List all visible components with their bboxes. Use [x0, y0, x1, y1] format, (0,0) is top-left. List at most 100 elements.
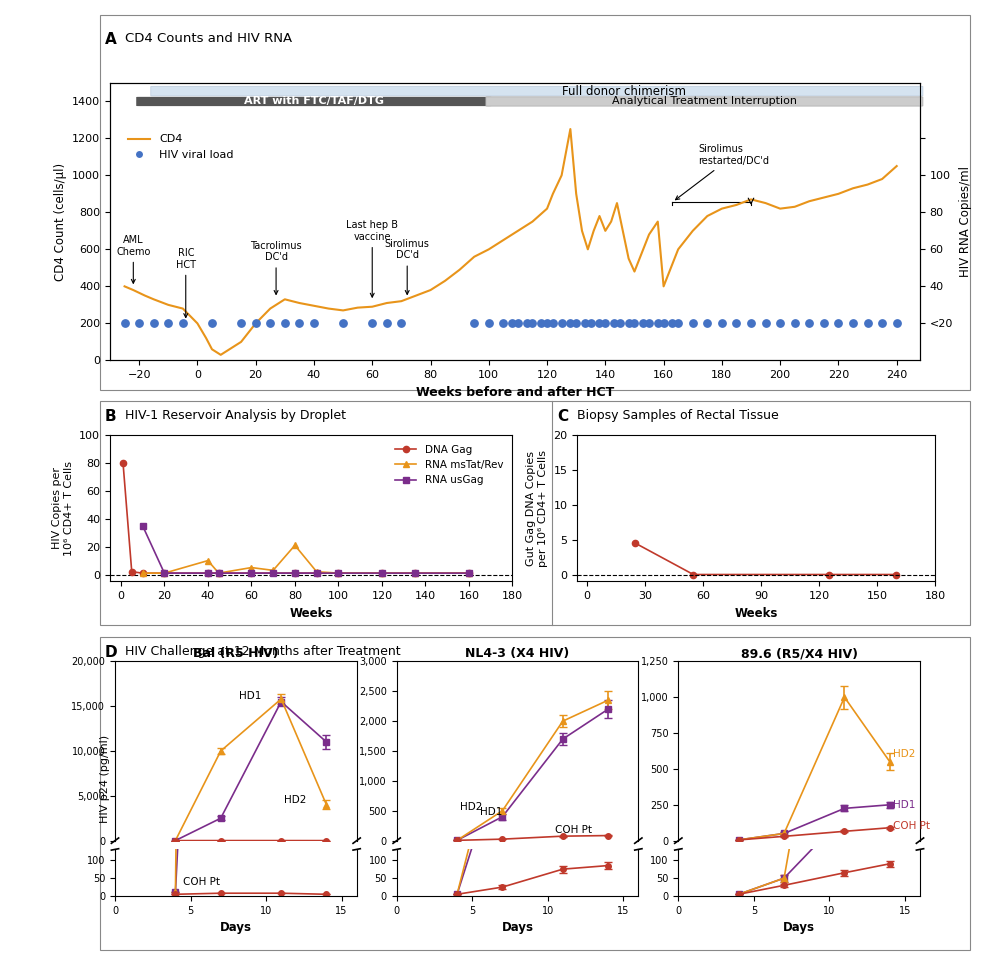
Point: [262, 316, 278, 331]
FancyBboxPatch shape: [136, 96, 492, 106]
Point: [635, 316, 651, 331]
Text: HD2: HD2: [460, 802, 482, 811]
Point: [204, 316, 220, 331]
Text: AML
Chemo: AML Chemo: [116, 235, 150, 283]
Text: Tacrolimus
DC'd: Tacrolimus DC'd: [250, 241, 302, 294]
Text: COH Pt: COH Pt: [555, 826, 592, 836]
Y-axis label: CD4 Count (cells/µl): CD4 Count (cells/µl): [54, 163, 67, 281]
Point: [597, 316, 613, 331]
Point: [787, 316, 803, 331]
Text: Full donor chimerism: Full donor chimerism: [562, 85, 686, 97]
Point: [504, 316, 520, 331]
Point: [685, 316, 701, 331]
Point: [714, 316, 730, 331]
Text: HD1: HD1: [239, 691, 261, 701]
Point: [277, 316, 293, 331]
FancyBboxPatch shape: [151, 87, 923, 95]
Text: D: D: [105, 645, 118, 659]
Point: [874, 316, 890, 331]
Point: [481, 316, 497, 331]
Point: [641, 316, 657, 331]
Point: [524, 316, 540, 331]
Point: [545, 316, 561, 331]
Point: [758, 316, 774, 331]
Point: [248, 316, 264, 331]
Point: [670, 316, 686, 331]
Point: [568, 316, 584, 331]
Point: [117, 316, 133, 331]
Y-axis label: HIV Copies per
10⁶ CD4+ T Cells: HIV Copies per 10⁶ CD4+ T Cells: [52, 461, 74, 556]
Point: [889, 316, 905, 331]
X-axis label: Weeks before and after HCT: Weeks before and after HCT: [416, 386, 614, 398]
Point: [379, 316, 395, 331]
Point: [510, 316, 526, 331]
Point: [495, 316, 511, 331]
Point: [664, 316, 680, 331]
Title: 89.6 (R5/X4 HIV): 89.6 (R5/X4 HIV): [741, 647, 858, 660]
Point: [699, 316, 715, 331]
Point: [554, 316, 570, 331]
Point: [743, 316, 759, 331]
Text: HIV p24 (pg/ml): HIV p24 (pg/ml): [100, 734, 110, 823]
Point: [577, 316, 593, 331]
Text: HIV-1 Reservoir Analysis by Droplet: HIV-1 Reservoir Analysis by Droplet: [125, 409, 346, 422]
Point: [562, 316, 578, 331]
Point: [131, 316, 147, 331]
Point: [801, 316, 817, 331]
X-axis label: Days: Days: [783, 921, 815, 934]
Text: Analytical Treatment Interruption: Analytical Treatment Interruption: [612, 96, 797, 106]
Point: [335, 316, 351, 331]
Text: HD2: HD2: [893, 749, 915, 760]
Point: [656, 316, 672, 331]
Text: C: C: [557, 409, 569, 424]
Title: NL4-3 (X4 HIV): NL4-3 (X4 HIV): [465, 647, 570, 660]
X-axis label: Weeks: Weeks: [735, 607, 778, 619]
Title: Bal (R5 HIV): Bal (R5 HIV): [193, 647, 279, 660]
Point: [306, 316, 322, 331]
Point: [539, 316, 555, 331]
Point: [650, 316, 666, 331]
Point: [175, 316, 191, 331]
Text: Biopsy Samples of Rectal Tissue: Biopsy Samples of Rectal Tissue: [577, 409, 779, 422]
Text: B: B: [105, 409, 117, 424]
Text: ART with FTC/TAF/DTG: ART with FTC/TAF/DTG: [244, 96, 384, 106]
Point: [621, 316, 637, 331]
Point: [728, 316, 744, 331]
Text: RIC
HCT: RIC HCT: [176, 248, 196, 318]
Text: CD4 Counts and HIV RNA: CD4 Counts and HIV RNA: [125, 32, 292, 45]
Y-axis label: HIV RNA Copies/ml: HIV RNA Copies/ml: [959, 167, 972, 277]
Text: HD1: HD1: [480, 806, 502, 817]
Text: COH Pt: COH Pt: [183, 878, 220, 887]
Point: [583, 316, 599, 331]
Text: HD2: HD2: [284, 795, 307, 805]
Text: HIV Challenge at 12 Months after Treatment: HIV Challenge at 12 Months after Treatme…: [125, 645, 401, 657]
Text: A: A: [105, 32, 117, 47]
Legend: DNA Gag, RNA msTat/Rev, RNA usGag: DNA Gag, RNA msTat/Rev, RNA usGag: [391, 440, 507, 489]
X-axis label: Weeks: Weeks: [290, 607, 333, 619]
Text: HD1: HD1: [893, 800, 915, 809]
Point: [816, 316, 832, 331]
Point: [612, 316, 628, 331]
X-axis label: Days: Days: [220, 921, 252, 934]
Point: [591, 316, 607, 331]
Point: [146, 316, 162, 331]
Point: [291, 316, 307, 331]
X-axis label: Days: Days: [502, 921, 534, 934]
Point: [606, 316, 622, 331]
Y-axis label: Gut Gag DNA Copies
per 10⁶ CD4+ T Cells: Gut Gag DNA Copies per 10⁶ CD4+ T Cells: [526, 450, 548, 567]
Point: [160, 316, 176, 331]
Text: Sirolimus
DC'd: Sirolimus DC'd: [385, 239, 430, 294]
Legend: CD4, HIV viral load: CD4, HIV viral load: [124, 130, 238, 165]
Point: [364, 316, 380, 331]
Point: [466, 316, 482, 331]
Point: [830, 316, 846, 331]
Text: Sirolimus
restarted/DC'd: Sirolimus restarted/DC'd: [676, 144, 770, 200]
Point: [772, 316, 788, 331]
Text: COH Pt: COH Pt: [893, 821, 930, 832]
Point: [233, 316, 249, 331]
Point: [519, 316, 535, 331]
Point: [860, 316, 876, 331]
Point: [533, 316, 549, 331]
FancyBboxPatch shape: [486, 96, 923, 106]
Text: Last hep B
vaccine: Last hep B vaccine: [346, 220, 398, 297]
